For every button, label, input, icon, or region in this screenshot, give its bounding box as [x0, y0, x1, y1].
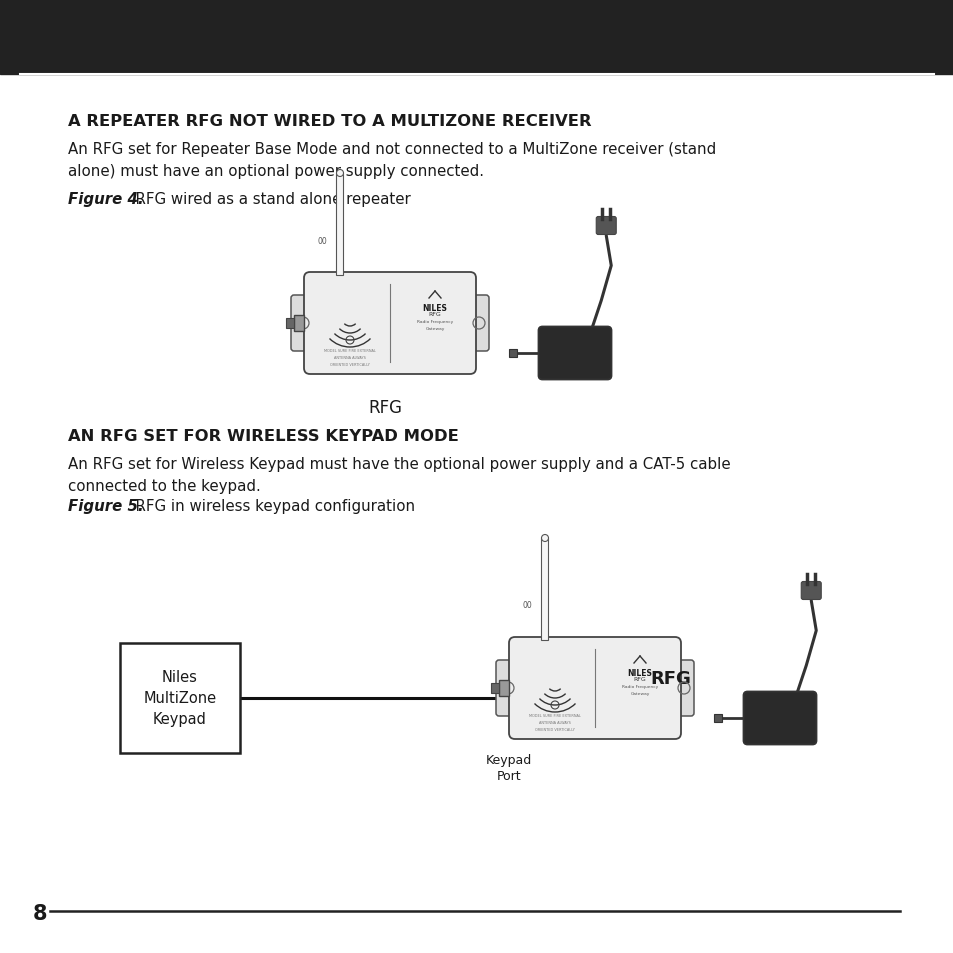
Bar [294, 315, 304, 332]
FancyBboxPatch shape [304, 273, 476, 375]
Text: An RFG set for Wireless Keypad must have the optional power supply and a CAT-5 c: An RFG set for Wireless Keypad must have… [68, 456, 730, 472]
Text: alone) must have an optional power supply connected.: alone) must have an optional power suppl… [68, 164, 483, 179]
Text: RFG: RFG [368, 398, 401, 416]
Text: ANTENNA ALWAYS: ANTENNA ALWAYS [334, 355, 366, 359]
Text: 00: 00 [316, 236, 327, 245]
Bar [541, 538, 548, 640]
Text: connected to the keypad.: connected to the keypad. [68, 478, 260, 494]
FancyBboxPatch shape [537, 327, 611, 380]
Text: Radio Frequency: Radio Frequency [621, 684, 658, 688]
FancyBboxPatch shape [801, 582, 821, 599]
FancyBboxPatch shape [596, 217, 616, 235]
Text: Niles
MultiZone
Keypad: Niles MultiZone Keypad [143, 670, 216, 727]
Text: RFG: RFG [633, 677, 646, 681]
Bar [0, 0, 953, 75]
Text: NILES: NILES [627, 668, 652, 678]
Text: Figure 4.: Figure 4. [68, 192, 144, 207]
FancyBboxPatch shape [742, 692, 816, 744]
FancyBboxPatch shape [669, 660, 693, 717]
Text: MODEL SURE FIRE EXTERNAL: MODEL SURE FIRE EXTERNAL [324, 349, 375, 353]
Text: RFG: RFG [649, 669, 690, 687]
Text: An RFG set for Repeater Base Mode and not connected to a MultiZone receiver (sta: An RFG set for Repeater Base Mode and no… [68, 142, 716, 157]
Bar [491, 683, 498, 693]
Circle shape [541, 535, 548, 542]
FancyBboxPatch shape [464, 295, 489, 352]
Bar [336, 173, 343, 275]
Text: Gateway: Gateway [425, 327, 444, 331]
Text: NILES: NILES [422, 304, 447, 313]
FancyBboxPatch shape [496, 660, 519, 717]
Text: MODEL SURE FIRE EXTERNAL: MODEL SURE FIRE EXTERNAL [529, 713, 580, 718]
Bar [498, 680, 509, 697]
Text: 00: 00 [521, 601, 532, 610]
Text: ORIENTED VERTICALLY: ORIENTED VERTICALLY [535, 727, 575, 731]
Text: 8: 8 [32, 903, 48, 923]
Text: Radio Frequency: Radio Frequency [416, 319, 453, 324]
Text: RFG wired as a stand alone repeater: RFG wired as a stand alone repeater [126, 192, 411, 207]
Text: Gateway: Gateway [630, 691, 649, 696]
Text: RFG in wireless keypad configuration: RFG in wireless keypad configuration [126, 498, 415, 514]
Circle shape [336, 171, 343, 177]
Text: RFG: RFG [428, 312, 441, 316]
Bar [714, 714, 721, 722]
FancyBboxPatch shape [291, 295, 314, 352]
Bar [509, 350, 517, 357]
FancyBboxPatch shape [509, 638, 680, 740]
Text: ANTENNA ALWAYS: ANTENNA ALWAYS [538, 720, 570, 724]
Bar [286, 318, 294, 329]
Text: Figure 5.: Figure 5. [68, 498, 144, 514]
Text: A REPEATER RFG NOT WIRED TO A MULTIZONE RECEIVER: A REPEATER RFG NOT WIRED TO A MULTIZONE … [68, 113, 591, 129]
Text: AN RFG SET FOR WIRELESS KEYPAD MODE: AN RFG SET FOR WIRELESS KEYPAD MODE [68, 429, 458, 443]
Text: Keypad
Port: Keypad Port [485, 753, 532, 782]
Bar [120, 643, 240, 753]
Text: ORIENTED VERTICALLY: ORIENTED VERTICALLY [330, 363, 370, 367]
